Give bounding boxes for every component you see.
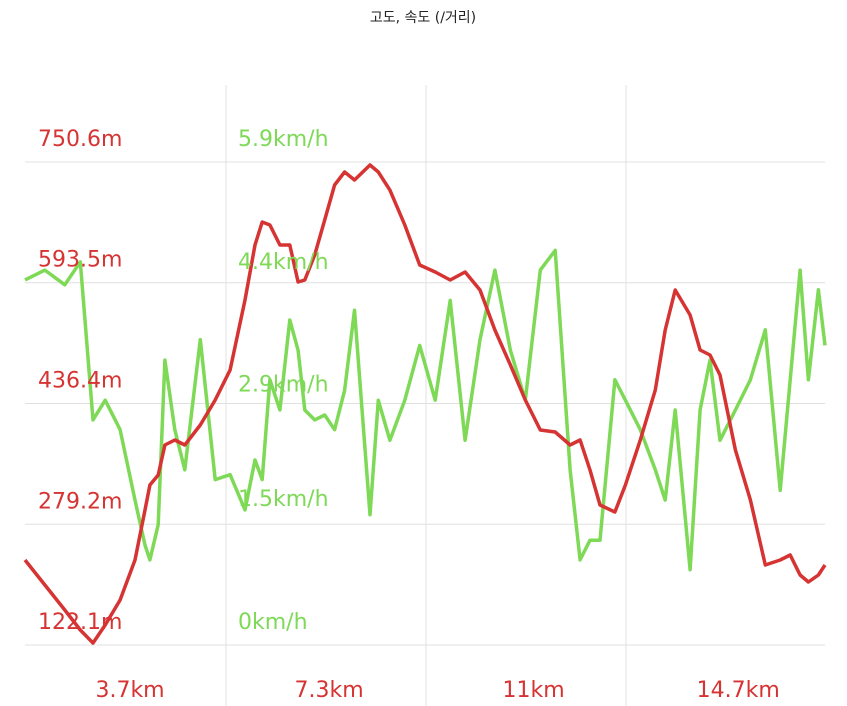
x-tick-label: 7.3km	[294, 678, 363, 703]
y2-tick-label: 5.9km/h	[238, 127, 329, 152]
y-tick-label: 436.4m	[38, 368, 122, 393]
y2-tick-label: 1.5km/h	[238, 487, 329, 512]
y-tick-label: 279.2m	[38, 489, 122, 514]
y2-tick-label: 4.4km/h	[238, 250, 329, 275]
series-line	[23, 163, 827, 645]
y-tick-label: 122.1m	[38, 610, 122, 635]
x-tick-label: 14.7km	[697, 678, 780, 703]
y-tick-label: 593.5m	[38, 248, 122, 273]
series-line	[24, 248, 827, 572]
y2-tick-label: 2.9km/h	[238, 373, 329, 398]
band-lines	[225, 85, 627, 706]
x-tick-label: 11km	[503, 678, 565, 703]
x-tick-label: 3.7km	[95, 678, 164, 703]
y-tick-label: 750.6m	[38, 127, 122, 152]
chart-title: 고도, 속도 (/거리)	[370, 10, 476, 26]
y2-tick-label: 0km/h	[238, 610, 308, 635]
